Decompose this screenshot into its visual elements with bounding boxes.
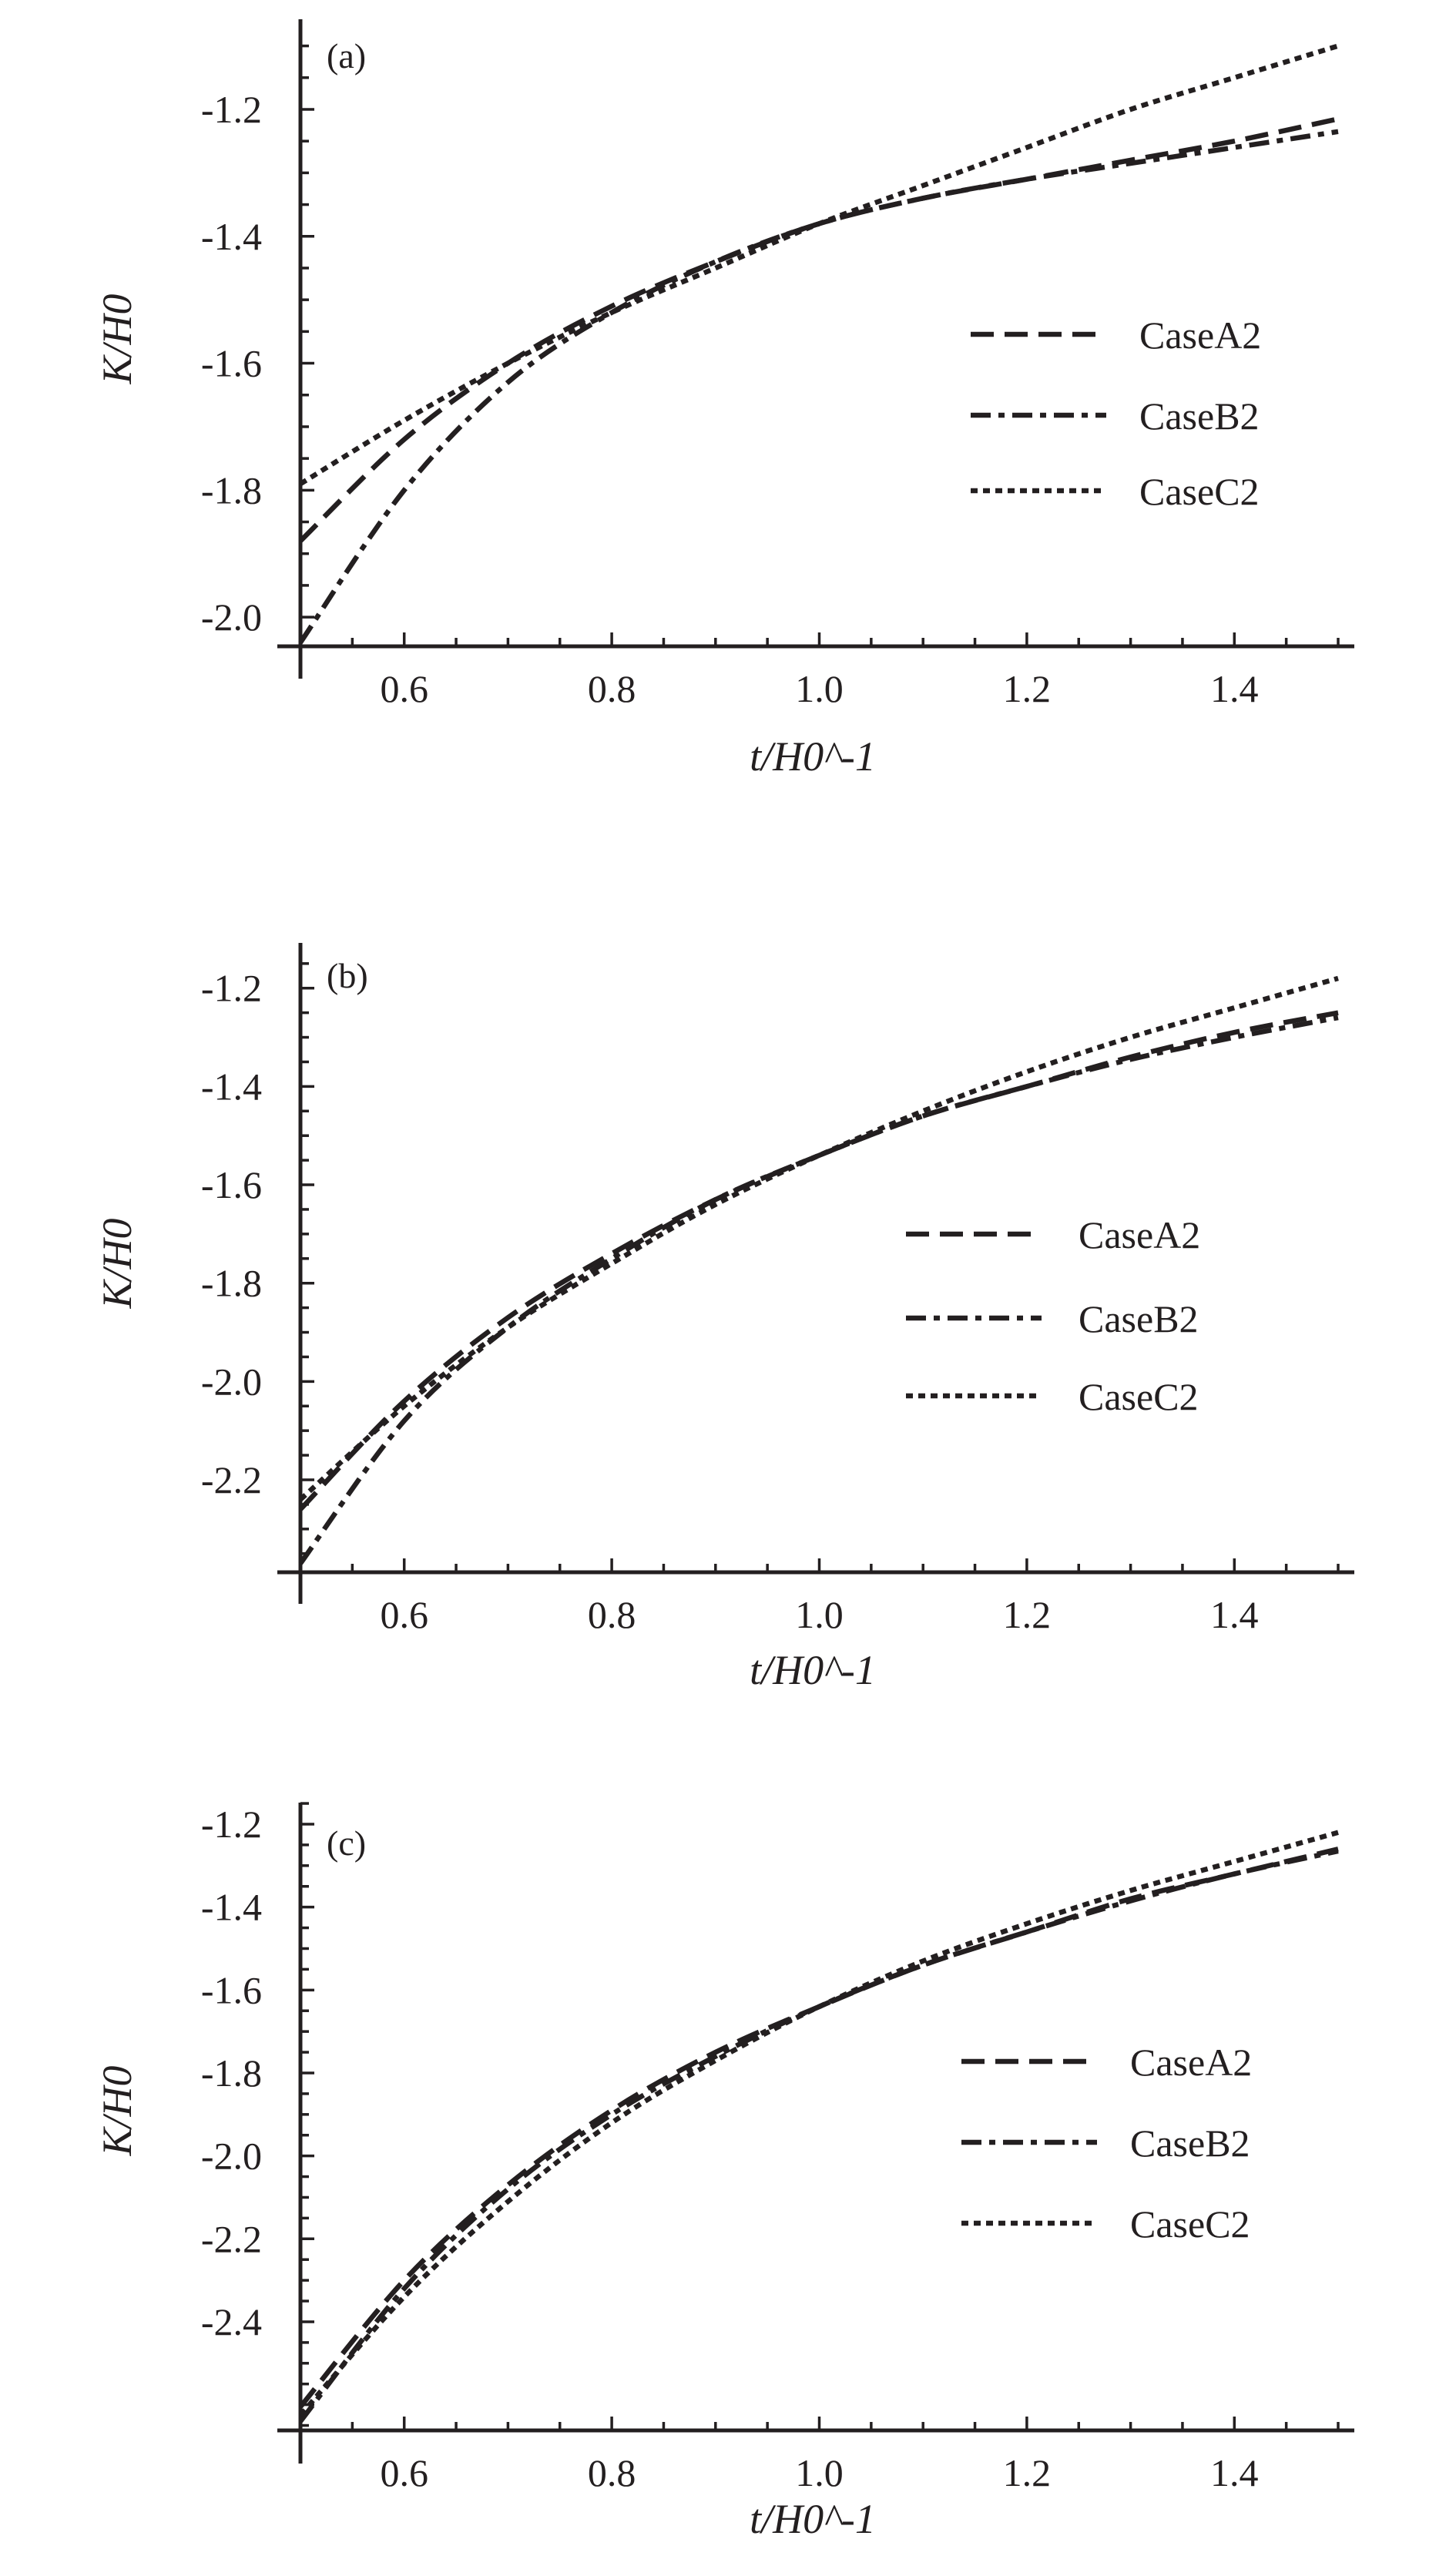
legend-label: CaseC2 [1079, 1375, 1199, 1418]
legend: CaseA2 CaseB2 CaseC2 [971, 314, 1261, 513]
x-tick-label: 1.2 [1003, 2451, 1052, 2494]
y-tick-label: -1.2 [201, 967, 262, 1010]
series-line-casec2 [299, 43, 1339, 486]
x-tick-label: 0.8 [588, 2451, 636, 2494]
x-axis-label: t/H0^-1 [750, 733, 876, 780]
x-tick-label: 0.6 [380, 1593, 428, 1636]
y-tick-label: -1.6 [201, 1968, 262, 2011]
y-tick-label: -2.2 [201, 2217, 262, 2260]
panel-label: (c) [327, 1823, 366, 1863]
series-line-casea2 [298, 1010, 1339, 1511]
legend-label: CaseB2 [1139, 394, 1260, 438]
x-tick-label: 0.8 [588, 1593, 636, 1636]
y-tick-label: -2.0 [201, 595, 262, 639]
chart-panel-c: 0.6 0.8 1.0 1.2 1.4 -1.2 -1.4 -1.6 -1.8 -2.0 -2.2 -… [94, 1802, 1354, 2542]
series-line-casec2 [298, 1830, 1339, 2417]
y-tick-label: -2.4 [201, 2300, 262, 2343]
series-line-caseb2 [298, 129, 1339, 644]
y-axis-label: K/H0 [94, 2065, 140, 2156]
legend-label: CaseA2 [1130, 2041, 1252, 2084]
chart-panel-a: 0.6 0.8 1.0 1.2 1.4 -1.2 -1.4 -1.6 -1.8 -2.0 CaseA… [94, 19, 1354, 780]
y-tick-label: -2.0 [201, 2135, 262, 2178]
x-tick-label: 0.6 [380, 667, 428, 710]
series-line-caseb2 [298, 1015, 1339, 1565]
y-tick-label: -1.8 [201, 468, 262, 512]
y-tick-label: -2.0 [201, 1360, 262, 1403]
y-tick-label: -1.2 [201, 88, 262, 131]
y-tick-label: -1.8 [201, 2051, 262, 2095]
x-tick-label: 1.4 [1210, 667, 1259, 710]
x-tick-label: 1.2 [1003, 667, 1052, 710]
legend: CaseA2 CaseB2 CaseC2 [961, 2041, 1252, 2246]
legend-label: CaseA2 [1079, 1213, 1200, 1256]
chart-panel-b: 0.6 0.8 1.0 1.2 1.4 -1.2 -1.4 -1.6 -1.8 -2.0 -2.2 C… [94, 943, 1354, 1693]
x-tick-label: 1.4 [1210, 2451, 1259, 2494]
y-tick-label: -1.6 [201, 1163, 262, 1206]
x-tick-label: 1.2 [1003, 1593, 1052, 1636]
legend-label: CaseC2 [1130, 2202, 1250, 2246]
series-line-casec2 [298, 975, 1339, 1501]
y-tick-label: -1.2 [201, 1803, 262, 1846]
x-axis-label: t/H0^-1 [750, 2496, 876, 2542]
x-tick-label: 1.0 [795, 1593, 844, 1636]
y-axis-label: K/H0 [94, 293, 140, 384]
y-tick-label: -2.2 [201, 1458, 262, 1501]
panel-label: (a) [327, 36, 366, 75]
x-tick-label: 1.0 [795, 667, 844, 710]
x-tick-label: 1.4 [1210, 1593, 1259, 1636]
x-tick-label: 0.6 [380, 2451, 428, 2494]
x-axis-label: t/H0^-1 [750, 1647, 876, 1693]
x-tick-label: 1.0 [795, 2451, 844, 2494]
legend-label: CaseB2 [1079, 1297, 1199, 1340]
series-line-casea2 [298, 116, 1339, 543]
legend-label: CaseA2 [1139, 314, 1261, 357]
y-tick-label: -1.4 [201, 215, 262, 258]
y-tick-label: -1.8 [201, 1262, 262, 1305]
x-tick-label: 0.8 [588, 667, 636, 710]
y-tick-label: -1.4 [201, 1886, 262, 1929]
y-tick-label: -1.6 [201, 342, 262, 385]
y-axis-label: K/H0 [94, 1218, 140, 1309]
legend-label: CaseC2 [1139, 470, 1260, 513]
y-tick-label: -1.4 [201, 1065, 262, 1108]
panel-label: (b) [327, 956, 368, 995]
legend-label: CaseB2 [1130, 2122, 1250, 2165]
legend: CaseA2 CaseB2 CaseC2 [906, 1213, 1200, 1418]
